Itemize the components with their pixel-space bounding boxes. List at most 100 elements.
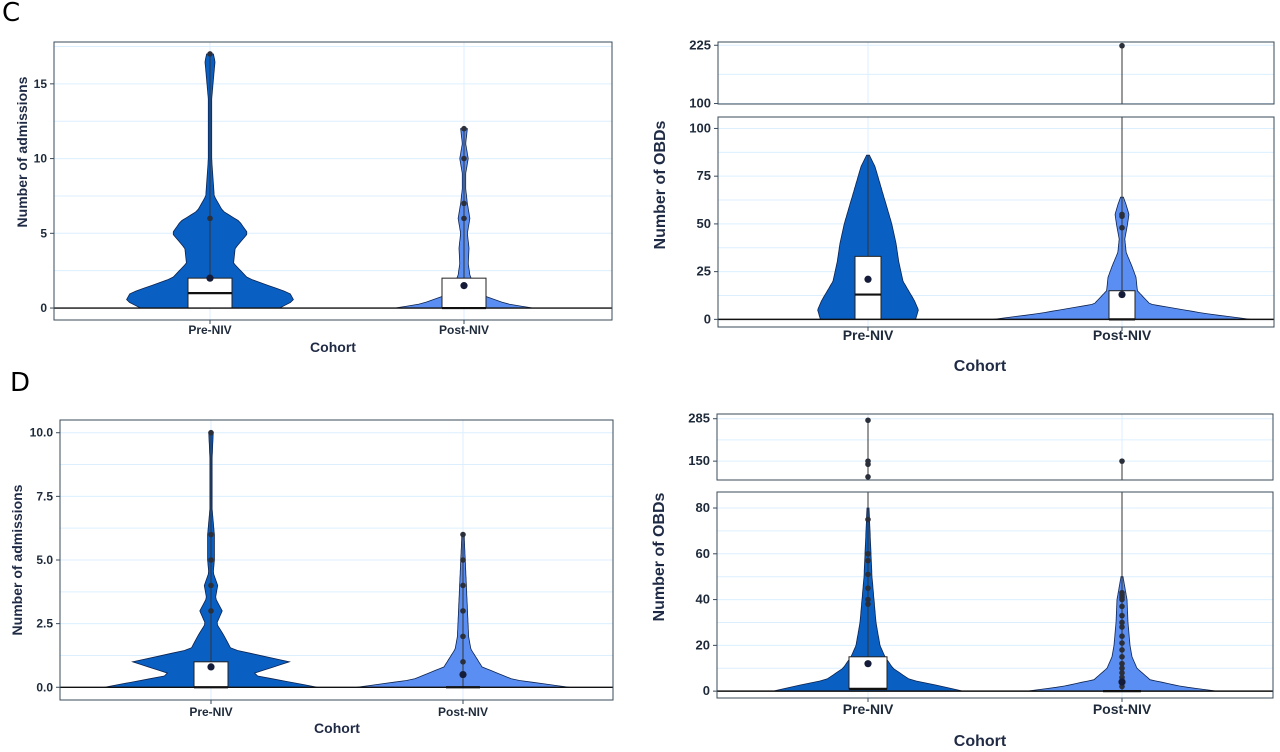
outlier-point — [865, 516, 871, 523]
mean-point — [1118, 290, 1126, 299]
outlier-point — [460, 582, 466, 589]
outlier-point — [208, 429, 214, 436]
plot-background — [54, 42, 612, 320]
x-tick-label: Pre-NIV — [188, 323, 231, 337]
outlier-point — [1119, 619, 1125, 626]
outlier-point — [207, 215, 213, 222]
gridlines — [718, 117, 1274, 327]
outlier-point — [865, 557, 871, 564]
outlier-point — [1119, 633, 1125, 639]
upper-plot-area: 100 225 — [689, 37, 1274, 111]
outlier-point — [461, 200, 467, 207]
outlier-point — [865, 474, 871, 480]
x-tick-label: Pre-NIV — [843, 701, 894, 717]
plot-frame — [717, 116, 1275, 328]
plot-frame — [716, 413, 1274, 481]
mean-point — [459, 670, 467, 679]
plot-background — [717, 492, 1273, 698]
y-tick-label: 7.5 — [36, 489, 53, 503]
mean-point — [864, 660, 872, 668]
x-tick-label: Pre-NIV — [189, 705, 232, 719]
x-axis-title: Cohort — [954, 733, 1007, 750]
y-tick-label: 285 — [688, 411, 710, 426]
group-pre-niv — [772, 417, 964, 692]
y-tick-label: 2.5 — [36, 617, 53, 631]
y-tick-label: 5 — [40, 226, 47, 240]
plot-frame — [717, 41, 1275, 105]
outlier-point — [460, 659, 466, 665]
plot-frame — [53, 41, 613, 321]
outlier-point — [461, 215, 467, 222]
outlier-point — [1119, 647, 1125, 653]
plot-area: 0 5 10 15 — [34, 42, 612, 320]
y-tick-label: 25 — [697, 264, 711, 279]
outlier-point — [460, 608, 466, 614]
outlier-point — [1119, 589, 1125, 596]
plot-frame — [716, 491, 1274, 699]
y-tick-label: 225 — [689, 37, 711, 52]
group-post-niv — [395, 125, 533, 310]
y-tick-label: 100 — [689, 120, 711, 135]
outlier-point — [1119, 224, 1125, 231]
outlier-point — [208, 531, 214, 538]
y-tick-label: 100 — [689, 96, 711, 111]
x-axis-title: Cohort — [314, 720, 360, 736]
outlier-point — [1119, 660, 1125, 667]
box — [1108, 290, 1136, 320]
outlier-point — [461, 155, 467, 162]
outlier-point — [460, 633, 466, 640]
outlier-point — [865, 571, 871, 578]
y-tick-label: 0 — [703, 683, 710, 698]
y-tick-label: 150 — [688, 453, 710, 468]
x-tick-label: Post-NIV — [1093, 701, 1152, 717]
outlier-point — [1119, 624, 1125, 630]
y-axis-title: Number of OBDs — [652, 120, 669, 249]
y-tick-label: 10.0 — [30, 426, 54, 440]
outlier-point — [1119, 458, 1125, 464]
outlier-point — [1119, 670, 1125, 676]
outlier-point — [461, 125, 467, 132]
mean-point — [207, 663, 215, 671]
outlier-point — [865, 596, 871, 603]
outlier-point — [460, 557, 466, 563]
x-tick-label: Post-NIV — [438, 705, 488, 719]
x-axis-title: Cohort — [954, 358, 1007, 375]
outlier-point — [865, 585, 871, 591]
outlier-point — [208, 582, 214, 589]
chart-c-right: 0 25 50 75 100 100 225 Pre-NIV Post-NIV Cohort Num… — [652, 37, 1275, 375]
outlier-point — [208, 608, 214, 614]
y-tick-label: 40 — [696, 592, 710, 607]
outlier-point — [208, 557, 214, 563]
chart-d-left: 0.0 2.5 5.0 7.5 10.0 Pre-NIV Post-NIV Cohort Num… — [9, 419, 614, 736]
x-tick-label: Pre-NIV — [843, 327, 894, 343]
y-tick-label: 75 — [697, 168, 711, 183]
outlier-point — [1119, 640, 1125, 646]
plot-background — [718, 42, 1274, 104]
outlier-point — [1119, 42, 1125, 49]
outlier-point — [1119, 654, 1125, 660]
group-pre-niv — [126, 51, 294, 309]
group-pre-niv — [817, 154, 919, 320]
y-tick-label: 0 — [704, 311, 711, 326]
outlier-point — [460, 531, 466, 538]
y-axis-title: Number of OBDs — [651, 492, 668, 621]
y-tick-label: 60 — [696, 546, 710, 561]
y-tick-label: 0.0 — [36, 680, 53, 694]
y-tick-label: 80 — [696, 500, 710, 515]
outlier-point — [207, 51, 213, 57]
plot-area: 0.0 2.5 5.0 7.5 10.0 — [30, 420, 613, 700]
y-tick-label: 20 — [696, 637, 710, 652]
group-post-niv — [993, 42, 1251, 321]
panel-label-c: C — [2, 0, 21, 28]
lower-plot-area: 0 25 50 75 100 — [689, 117, 1274, 327]
mean-point — [1118, 678, 1126, 686]
chart-d-right: 0 20 40 60 80 150 285 Pre-NIV Post-NIV Cohort Numb… — [651, 411, 1274, 750]
y-axis-title: Number of admissions — [9, 484, 25, 635]
outlier-point — [865, 417, 871, 424]
outlier-point — [865, 601, 871, 607]
x-tick-label: Post-NIV — [439, 323, 489, 337]
chart-c-left: 0 5 10 15 Pre-NIV Post-NIV Cohort Number of adm… — [14, 41, 613, 355]
gridlines — [54, 42, 612, 320]
plot-frame — [59, 419, 614, 701]
x-tick-label: Post-NIV — [1093, 327, 1152, 343]
